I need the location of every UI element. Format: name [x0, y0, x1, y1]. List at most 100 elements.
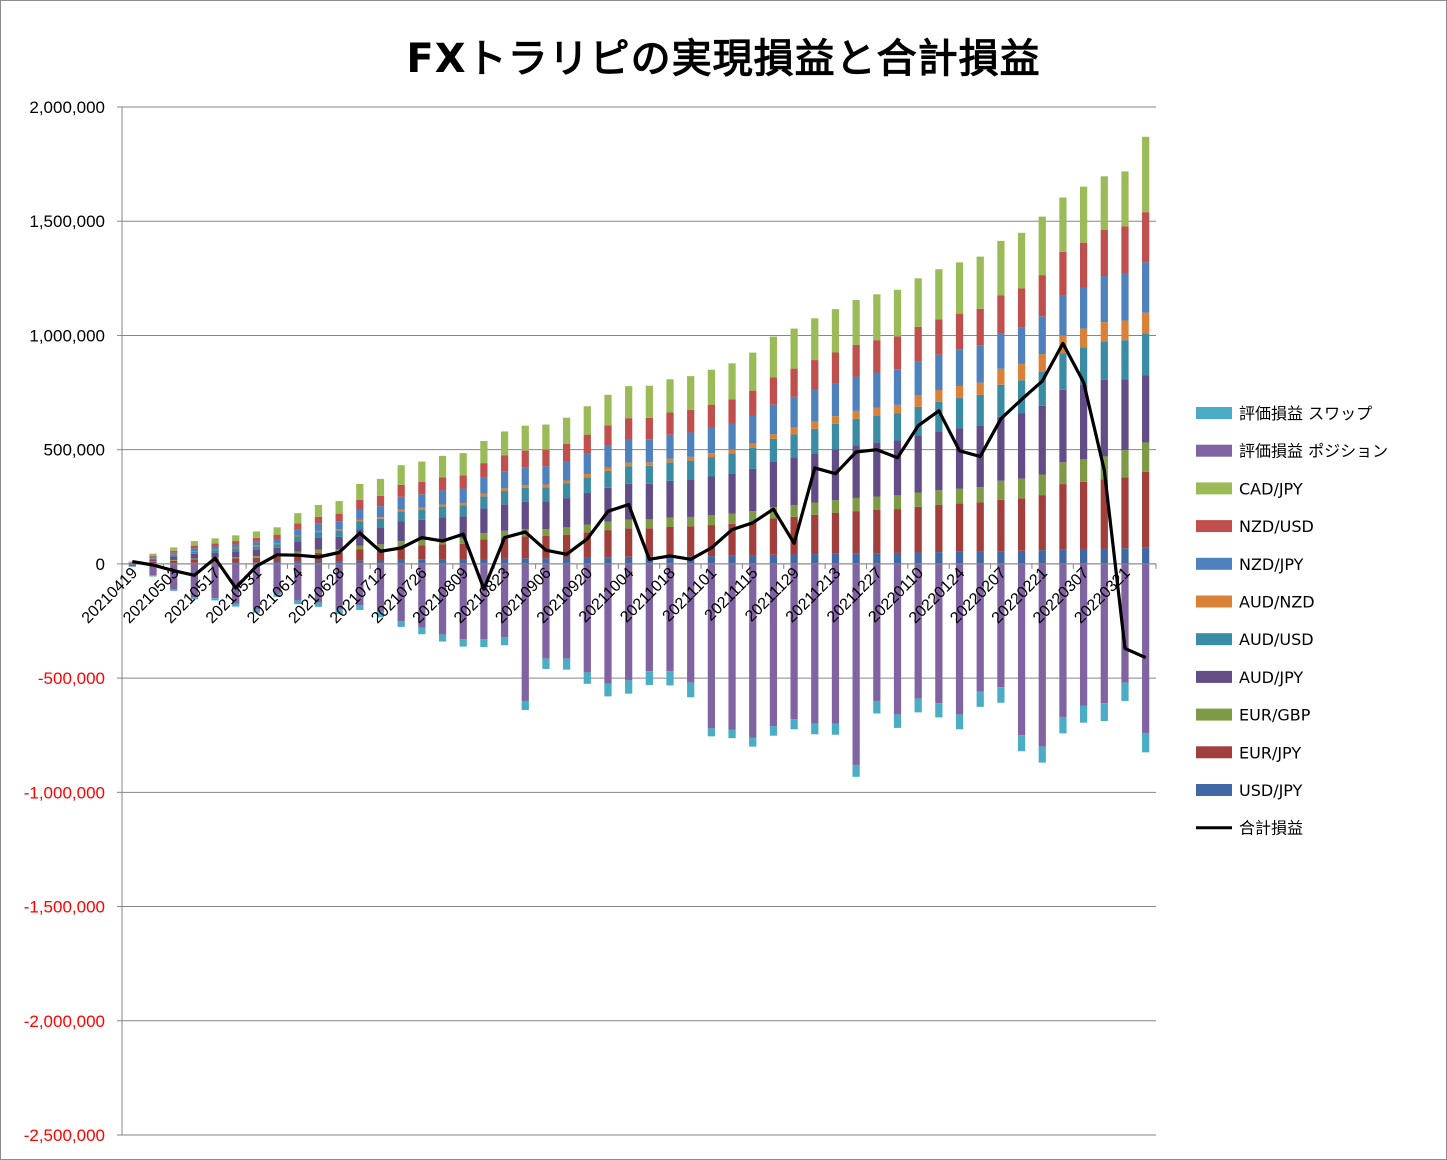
bar-USD-JPY-39 [935, 552, 943, 564]
bar-NZD-USD-18 [500, 455, 509, 472]
bar-NZD-USD-47 [1100, 229, 1108, 277]
bar-AUD-USD-43 [1017, 380, 1026, 414]
bar-neg-1-22 [583, 672, 591, 684]
bar-AUD-NZD-31 [769, 434, 778, 439]
y-tick-label-4: 0 [96, 555, 105, 574]
bar-USD-JPY-30 [749, 555, 757, 564]
bar-neg-1-30 [749, 737, 757, 747]
bar-NZD-USD-35 [852, 344, 860, 377]
bar-CAD-JPY-29 [728, 363, 736, 400]
bar-AUD-USD-20 [542, 487, 550, 502]
bar-NZD-JPY-19 [521, 467, 529, 486]
bar-EUR-GBP-25 [645, 519, 653, 529]
bar-neg-1-33 [811, 723, 819, 735]
bar-neg-0-48 [1121, 563, 1129, 683]
bar-neg-0-6 [252, 563, 261, 610]
bar-EUR-GBP-23 [604, 521, 612, 531]
bar-AUD-USD-28 [707, 457, 715, 477]
bar-CAD-JPY-1 [149, 553, 157, 556]
bar-NZD-USD-41 [976, 308, 984, 346]
bar-AUD-JPY-2 [170, 556, 178, 560]
bar-AUD-JPY-38 [914, 435, 922, 493]
bar-AUD-NZD-28 [707, 453, 715, 458]
bar-NZD-USD-21 [563, 444, 571, 462]
bar-neg-1-2 [170, 589, 178, 591]
bar-neg-0-23 [604, 563, 612, 684]
bar-AUD-NZD-19 [521, 485, 529, 488]
bar-NZD-USD-1 [149, 555, 157, 557]
bar-NZD-JPY-6 [252, 541, 261, 546]
bar-neg-0-29 [728, 563, 736, 730]
bar-AUD-NZD-46 [1080, 328, 1088, 348]
bar-USD-JPY-32 [790, 554, 798, 564]
bar-AUD-USD-31 [769, 438, 778, 462]
bar-neg-1-43 [1017, 735, 1026, 752]
bar-NZD-JPY-22 [583, 453, 591, 475]
bar-AUD-USD-26 [666, 462, 674, 481]
bar-neg-0-43 [1017, 563, 1026, 736]
bar-EUR-GBP-17 [480, 533, 488, 540]
bar-NZD-JPY-2 [170, 552, 178, 555]
bar-CAD-JPY-15 [438, 455, 447, 478]
legend-label-8: EUR/GBP [1239, 706, 1311, 725]
bar-EUR-JPY-43 [1017, 498, 1026, 551]
bar-EUR-JPY-14 [418, 545, 426, 560]
bar-CAD-JPY-46 [1080, 186, 1088, 243]
total-pl-line [132, 341, 1147, 660]
bar-AUD-JPY-20 [542, 501, 550, 530]
bar-NZD-USD-46 [1080, 242, 1088, 288]
bar-AUD-JPY-31 [769, 461, 778, 508]
bar-USD-JPY-34 [831, 553, 840, 564]
bar-CAD-JPY-49 [1142, 136, 1150, 213]
bar-EUR-JPY-21 [563, 534, 571, 559]
bar-EUR-GBP-18 [500, 530, 509, 538]
bar-EUR-GBP-9 [314, 549, 323, 553]
bar-USD-JPY-19 [521, 558, 529, 564]
bar-EUR-JPY-20 [542, 536, 550, 559]
bar-NZD-JPY-14 [418, 494, 426, 508]
bar-NZD-USD-13 [397, 484, 405, 497]
bar-CAD-JPY-38 [914, 278, 922, 327]
bar-EUR-JPY-46 [1080, 481, 1088, 549]
bar-NZD-JPY-1 [149, 556, 157, 559]
bar-CAD-JPY-23 [604, 394, 612, 426]
bar-USD-JPY-6 [252, 562, 261, 564]
bar-NZD-JPY-30 [749, 415, 757, 444]
bar-neg-0-34 [831, 563, 840, 724]
bar-USD-JPY-40 [955, 551, 964, 564]
bar-AUD-JPY-35 [852, 445, 860, 498]
bar-neg-0-32 [790, 563, 798, 720]
bar-EUR-JPY-44 [1038, 495, 1046, 551]
bar-NZD-JPY-48 [1121, 273, 1129, 321]
bar-NZD-USD-43 [1017, 288, 1026, 328]
bar-AUD-NZD-23 [604, 467, 612, 471]
bar-EUR-GBP-27 [687, 516, 695, 527]
bar-AUD-USD-33 [811, 428, 819, 454]
bar-neg-1-35 [852, 764, 860, 777]
bar-USD-JPY-12 [376, 560, 385, 564]
legend-swatch-2 [1196, 482, 1232, 495]
bar-NZD-USD-48 [1121, 226, 1129, 274]
bar-neg-1-4 [211, 598, 219, 601]
bar-NZD-JPY-38 [914, 361, 922, 396]
bar-NZD-JPY-26 [666, 434, 674, 459]
bar-EUR-GBP-11 [356, 545, 364, 550]
bar-neg-0-27 [687, 563, 695, 683]
bar-NZD-USD-8 [294, 523, 302, 530]
bar-USD-JPY-28 [707, 556, 715, 564]
bar-AUD-USD-17 [480, 496, 488, 509]
bar-AUD-NZD-21 [563, 480, 571, 484]
bar-AUD-NZD-43 [1017, 363, 1026, 381]
bar-AUD-NZD-16 [459, 502, 467, 506]
bar-EUR-GBP-48 [1121, 450, 1129, 478]
bar-AUD-USD-6 [252, 546, 261, 550]
bar-NZD-USD-44 [1038, 275, 1046, 317]
bar-EUR-GBP-31 [769, 507, 778, 519]
y-tick-label-6: -1,000,000 [24, 783, 105, 802]
bar-NZD-JPY-31 [769, 404, 778, 435]
bar-neg-0-49 [1142, 563, 1150, 733]
bar-EUR-JPY-28 [707, 525, 715, 557]
bar-neg-1-20 [542, 658, 550, 669]
bar-EUR-JPY-19 [521, 536, 529, 559]
bar-AUD-NZD-20 [542, 484, 550, 488]
